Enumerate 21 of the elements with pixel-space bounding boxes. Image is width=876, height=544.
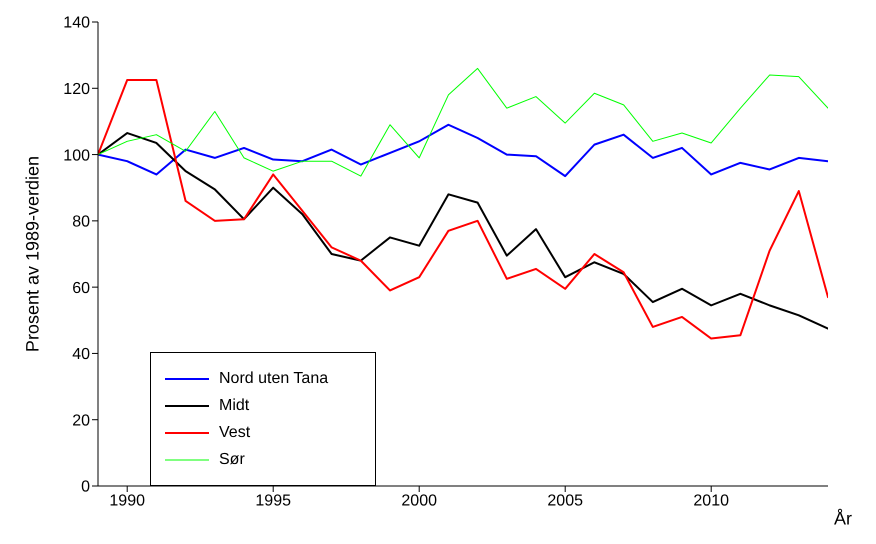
y-tick-label: 120	[63, 80, 90, 98]
x-tick-label: 2010	[693, 492, 730, 510]
x-tick-label: 2005	[547, 492, 584, 510]
legend-label: Sør	[219, 450, 245, 470]
y-tick-label: 100	[63, 147, 90, 164]
y-tick-label: 20	[72, 412, 90, 430]
y-tick-label: 80	[72, 214, 90, 231]
y-tick-label: 60	[72, 280, 90, 297]
x-tick-label: 1990	[109, 492, 146, 510]
legend-label: Midt	[219, 396, 250, 416]
y-tick-label: 40	[72, 346, 90, 364]
line-series	[98, 124, 828, 178]
y-tick-label: 0	[81, 478, 90, 496]
line-series	[98, 68, 828, 177]
legend-label: Vest	[219, 423, 250, 443]
x-tick-label: 1995	[255, 492, 292, 510]
legend-label: Nord uten Tana	[219, 369, 328, 389]
x-tick-label: 2000	[401, 492, 438, 510]
y-axis-title: Prosent av 1989-verdien	[22, 156, 42, 352]
x-axis-title: År	[834, 508, 852, 528]
y-tick-label: 140	[63, 14, 90, 32]
